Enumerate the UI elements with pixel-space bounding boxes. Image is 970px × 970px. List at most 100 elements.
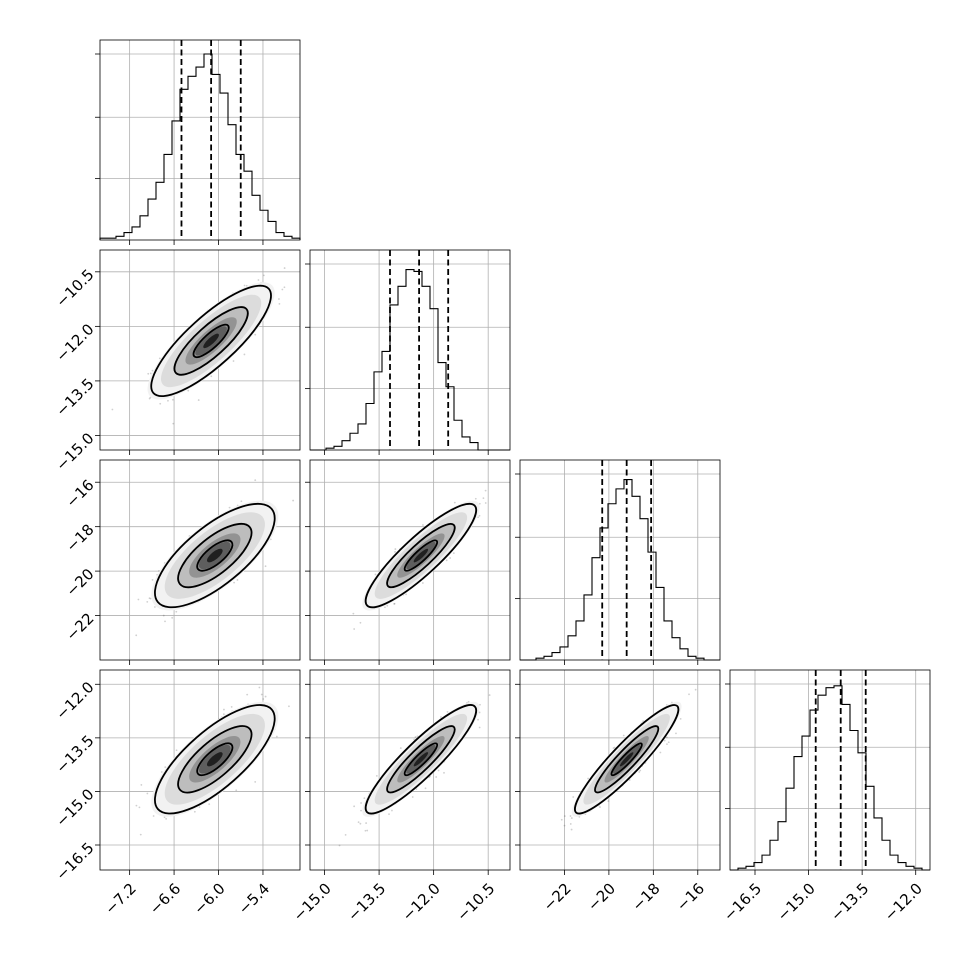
sample-point [414,736,417,738]
y-tick-label-3-0: −16.5 [52,839,97,884]
sample-point [399,747,402,749]
sample-point [572,796,575,798]
sample-point [172,422,175,425]
sample-point [111,408,114,411]
sample-point [694,688,697,691]
x-tick-label-0-3: −5.4 [235,880,273,918]
contour-0 [196,539,234,572]
panel-frame [99,459,301,661]
sample-point [628,779,631,781]
sample-point [484,489,487,492]
joint-panel-2-0 [99,459,301,661]
sample-point [424,787,427,790]
sample-point [393,602,396,605]
sample-point [135,804,138,807]
sample-point [353,628,356,630]
y-tick-label-2-3: −16 [62,476,97,511]
sample-point [246,693,249,696]
sample-point [233,581,236,584]
sample-point [283,286,286,289]
contour-1 [386,725,456,794]
sample-point [281,288,284,291]
joint-content [100,250,300,450]
sample-point [675,732,677,735]
y-tick-label-2-1: −20 [62,565,97,600]
sample-point [484,502,487,504]
sample-point [232,360,235,362]
density-band-5 [203,333,219,349]
x-tick-label-0-0: −7.2 [101,880,139,918]
density-band-5 [206,548,223,563]
sample-point [160,771,163,773]
sample-point [679,718,682,720]
sample-point [278,298,280,300]
y-tick-label-3-3: −12.0 [52,678,97,723]
panel-frame [309,249,511,451]
x-tick-label-2-0: −22 [540,880,575,915]
sample-point [260,693,263,696]
contour-2 [154,502,276,609]
sample-point [570,828,573,831]
sample-point [210,375,213,378]
sample-point [292,499,295,502]
sample-point [278,302,281,305]
sample-point [478,711,481,714]
sample-point [388,813,390,816]
sample-point [477,718,479,721]
contour-2 [364,704,478,815]
sample-point [452,552,455,555]
joint-content [310,460,510,660]
panel-frame [99,249,301,451]
sample-point [228,506,231,509]
histogram-0 [99,53,301,240]
sample-point [569,815,572,817]
sample-point [688,693,690,696]
panel-frame [309,669,511,871]
sample-point [663,739,666,742]
x-tick-label-2-2: −18 [628,880,663,915]
sample-point [478,502,481,505]
sample-point [638,771,641,773]
sample-point [478,726,481,729]
sample-point [163,816,166,819]
sample-point [599,806,601,808]
sample-point [467,700,470,703]
contour-1 [594,725,660,794]
sample-point [171,616,174,619]
histogram-3 [730,685,930,871]
sample-point [264,695,267,698]
histogram-1 [310,269,510,451]
sample-point [560,818,563,821]
sample-point [344,833,347,836]
contour-0 [403,539,439,572]
y-tick-label-1-0: −15.0 [52,429,97,474]
sample-point [164,766,167,769]
sample-point [570,817,573,819]
sample-point [262,698,265,700]
sample-point [165,817,168,820]
sample-point [360,802,362,804]
panel-frame [99,669,301,871]
y-tick-label-1-2: −12.0 [52,320,97,365]
sample-point [622,734,625,737]
sample-point [151,369,154,372]
contour-0 [403,742,439,777]
sample-point [275,735,278,738]
sample-point [235,789,238,792]
y-tick-label-2-0: −22 [62,609,97,644]
sample-point [240,500,243,503]
sample-point [171,398,174,401]
sample-point [152,815,155,817]
sample-point [446,710,449,713]
sample-point [167,399,169,402]
panel-frame [519,669,721,871]
sample-point [254,333,257,336]
sample-point [421,582,424,584]
joint-panel-3-1 [309,669,511,871]
sample-point [175,610,178,613]
sample-point [243,284,246,287]
sample-point [159,402,162,405]
sample-point [639,769,642,772]
sample-point [613,746,616,749]
sample-point [151,578,154,581]
